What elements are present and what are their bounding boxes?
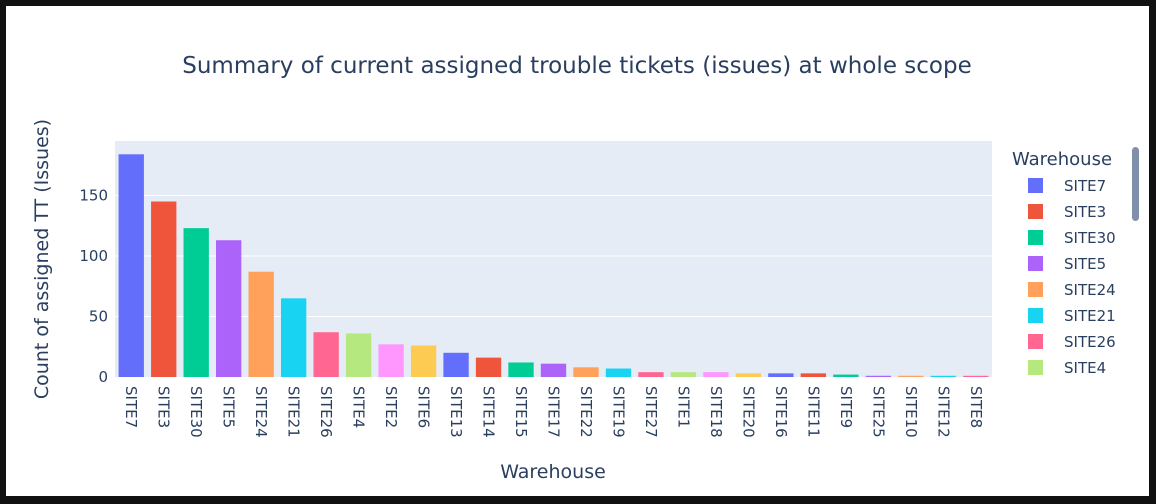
bar-site19[interactable] [605,368,632,377]
legend-label: SITE3 [1064,203,1106,221]
bar-chart: Summary of current assigned trouble tick… [31,53,1139,483]
y-tick-label: 100 [79,247,108,265]
legend-swatch [1028,230,1043,245]
x-tick-label: SITE12 [934,386,952,438]
legend-label: SITE5 [1064,255,1106,273]
bar-site8[interactable] [963,375,989,377]
legend-swatch [1028,256,1043,271]
bar-site27[interactable] [638,372,664,377]
x-tick-label: SITE5 [220,386,238,428]
bar-site1[interactable] [670,372,697,377]
x-tick-label: SITE2 [382,386,400,428]
legend-swatch [1028,178,1043,193]
y-axis-title: Count of assigned TT (Issues) [31,119,53,399]
bar-site16[interactable] [768,373,794,377]
x-tick-label: SITE11 [804,386,822,438]
legend-label: SITE30 [1064,229,1116,247]
bar-site21[interactable] [280,298,307,377]
x-tick-label: SITE19 [609,386,627,438]
bar-site24[interactable] [248,271,274,377]
x-tick-label: SITE27 [642,386,660,438]
bar-site7[interactable] [118,154,144,377]
x-tick-label: SITE8 [967,386,985,428]
bar-site6[interactable] [410,345,437,377]
x-tick-label: SITE9 [837,386,855,428]
y-tick-label: 0 [98,368,108,386]
legend[interactable]: SITE7 SITE3 SITE30 SITE5 SITE24 SITE21 SITE26 S… [1028,177,1116,377]
bar-site20[interactable] [735,373,762,377]
legend-title: Warehouse [1012,149,1112,170]
legend-label: SITE24 [1064,281,1116,299]
x-tick-label: SITE17 [545,386,563,438]
legend-item-site26[interactable]: SITE26 [1028,333,1116,351]
bar-site18[interactable] [703,372,729,377]
bar-site2[interactable] [378,344,404,377]
chart-title: Summary of current assigned trouble tick… [182,53,972,79]
bar-site3[interactable] [151,201,177,377]
x-tick-label: SITE10 [902,386,920,438]
x-tick-label: SITE14 [480,386,498,438]
bar-site5[interactable] [216,240,242,377]
bars[interactable] [118,154,989,377]
legend-item-site4[interactable]: SITE4 [1028,359,1106,377]
legend-scrollbar-thumb[interactable] [1132,147,1139,221]
chart-frame: Summary of current assigned trouble tick… [6,6,1149,496]
legend-item-site21[interactable]: SITE21 [1028,307,1116,325]
bar-site4[interactable] [345,333,372,377]
x-tick-label: SITE20 [739,386,757,438]
x-tick-label: SITE30 [187,386,205,438]
plot-area [115,141,992,377]
bar-site25[interactable] [865,375,891,377]
x-tick-label: SITE24 [252,386,270,438]
bar-site22[interactable] [573,367,599,377]
x-tick-label: SITE18 [707,386,725,438]
legend-swatch [1028,308,1043,323]
x-tick-label: SITE7 [122,386,140,428]
bar-site14[interactable] [475,357,502,377]
x-tick-label: SITE6 [415,386,433,428]
legend-swatch [1028,282,1043,297]
x-tick-label: SITE21 [285,386,303,438]
x-axis-title: Warehouse [500,461,606,483]
x-tick-labels: SITE7 SITE3 SITE30 SITE5 SITE24 SITE21 SITE26 S… [122,386,985,438]
y-tick-labels: 0 50 100 150 [79,186,108,386]
x-tick-label: SITE25 [869,386,887,438]
x-tick-label: SITE22 [577,386,595,438]
legend-item-site7[interactable]: SITE7 [1028,177,1106,195]
legend-item-site24[interactable]: SITE24 [1028,281,1116,299]
x-tick-label: SITE4 [350,386,368,428]
bar-site17[interactable] [540,363,567,377]
bar-site11[interactable] [800,373,827,377]
legend-item-site3[interactable]: SITE3 [1028,203,1106,221]
x-tick-label: SITE16 [772,386,790,438]
bar-site10[interactable] [898,375,924,377]
y-tick-label: 150 [79,186,108,204]
legend-swatch [1028,334,1043,349]
legend-label: SITE4 [1064,359,1106,377]
bar-site15[interactable] [508,362,534,377]
x-tick-label: SITE3 [155,386,173,428]
bar-site30[interactable] [183,228,209,377]
legend-item-site30[interactable]: SITE30 [1028,229,1116,247]
legend-item-site5[interactable]: SITE5 [1028,255,1106,273]
legend-label: SITE26 [1064,333,1116,351]
legend-label: SITE7 [1064,177,1106,195]
bar-site13[interactable] [443,352,469,377]
x-tick-label: SITE15 [512,386,530,438]
bar-site12[interactable] [930,375,956,377]
x-tick-label: SITE26 [317,386,335,438]
x-tick-label: SITE1 [674,386,692,428]
x-tick-label: SITE13 [447,386,465,438]
legend-label: SITE21 [1064,307,1116,325]
bar-site26[interactable] [313,332,339,377]
y-tick-label: 50 [89,307,108,325]
legend-swatch [1028,204,1043,219]
bar-site9[interactable] [833,374,859,377]
legend-swatch [1028,360,1043,375]
